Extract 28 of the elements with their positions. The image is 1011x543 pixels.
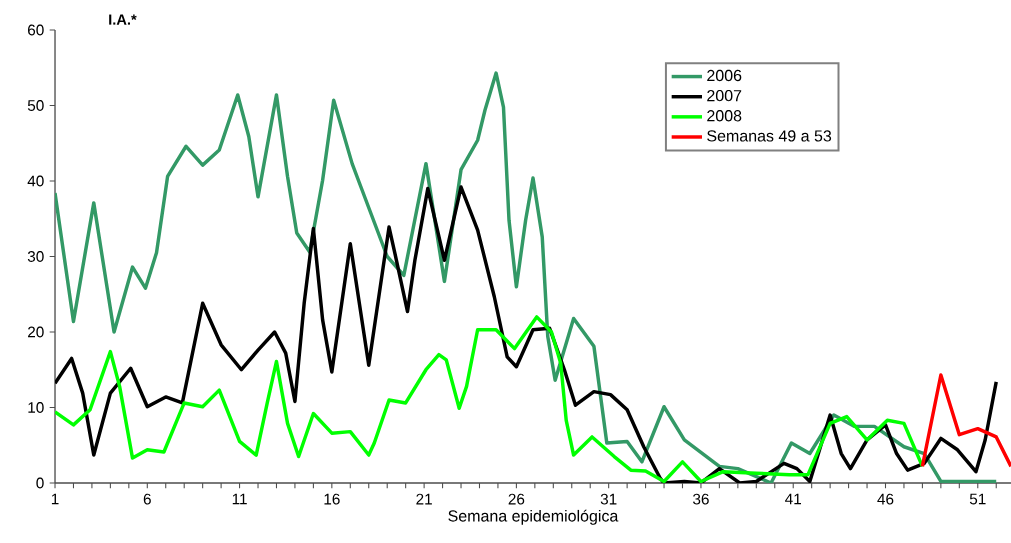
x-tick-label: 41 xyxy=(785,493,801,505)
legend-label: Semanas 49 a 53 xyxy=(707,130,832,142)
y-tick-label: 30 xyxy=(27,251,44,262)
x-tick-label: 51 xyxy=(969,493,986,505)
y-tick-label: 20 xyxy=(28,326,44,338)
x-tick-label: 16 xyxy=(324,493,340,505)
x-tick-label: 11 xyxy=(232,493,247,505)
y-tick-label: 0 xyxy=(36,477,44,489)
line-series xyxy=(920,373,1011,469)
y-tick-label: 50 xyxy=(27,100,44,111)
legend-label: 2008 xyxy=(707,110,742,122)
y-axis-title: I.A.* xyxy=(109,14,137,25)
y-tick-label: 10 xyxy=(28,402,44,413)
line-series xyxy=(55,185,998,483)
x-tick-label: 1 xyxy=(51,493,59,505)
x-tick-label: 6 xyxy=(143,493,151,505)
y-tick-label: 40 xyxy=(27,175,44,187)
line-series xyxy=(55,71,998,483)
legend-label: 2006 xyxy=(707,69,742,82)
y-tick-label: 60 xyxy=(28,24,44,36)
line-series xyxy=(55,315,925,483)
x-tick-label: 31 xyxy=(600,493,617,505)
x-tick-label: 46 xyxy=(877,493,894,505)
legend-label: 2007 xyxy=(707,89,742,102)
x-tick-label: 26 xyxy=(508,493,525,505)
x-tick-label: 21 xyxy=(416,493,432,505)
x-axis-title: Semana epidemiológica xyxy=(448,509,619,525)
x-tick-label: 36 xyxy=(693,493,709,505)
